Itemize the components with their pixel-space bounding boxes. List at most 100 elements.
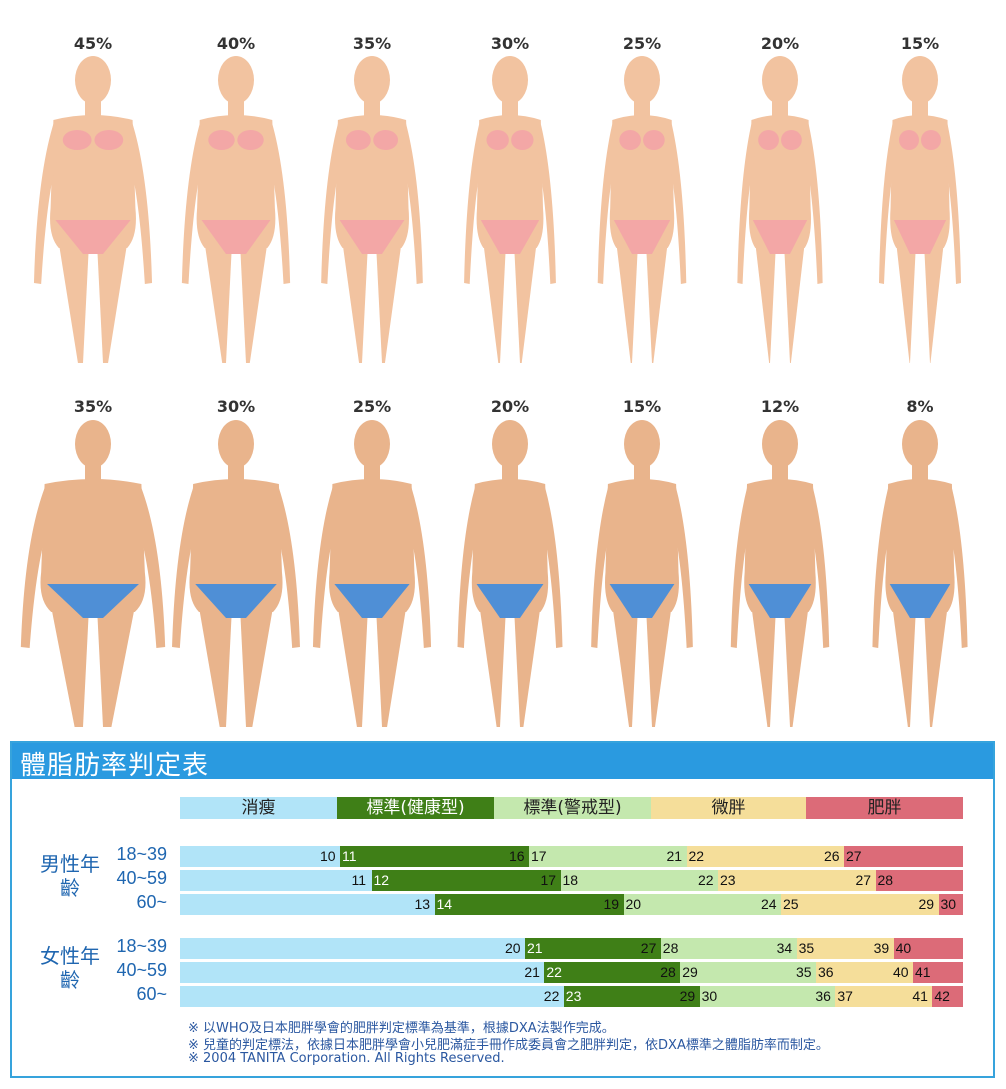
threshold-value: 10 (320, 848, 336, 864)
table-header-bar: 體脂肪率判定表 (12, 743, 993, 781)
range-segment (816, 962, 913, 983)
men_figures-percent-label: 20% (490, 397, 530, 416)
right-leg (97, 243, 128, 363)
category-swatch (337, 797, 494, 819)
garment (339, 220, 405, 254)
threshold-value: 27 (846, 848, 862, 864)
men_figures-percent-label: 30% (216, 397, 256, 416)
threshold-value: 11 (351, 872, 367, 888)
women_figures-figure (597, 56, 687, 363)
figures-canvas (20, 56, 968, 727)
left-arm (737, 124, 757, 284)
garment (195, 584, 277, 618)
head (492, 56, 528, 104)
threshold-value: 27 (855, 872, 872, 888)
left-leg (616, 243, 638, 363)
range-segment (938, 894, 963, 915)
women_figures-percent-label: 15% (900, 34, 940, 53)
left-arm (321, 124, 344, 284)
threshold-value: 40 (893, 964, 909, 980)
left-leg (198, 607, 232, 727)
torso (471, 479, 549, 612)
garment (613, 220, 671, 254)
threshold-value: 22 (546, 964, 562, 980)
range-segment (180, 894, 435, 915)
right-arm (539, 488, 563, 648)
head (902, 420, 938, 468)
head (218, 56, 254, 104)
age-label: 18~39 (116, 936, 167, 956)
category-swatch (180, 797, 337, 819)
left-leg (204, 243, 232, 363)
head (75, 420, 111, 468)
threshold-value: 30 (940, 896, 957, 912)
category-label: 消瘦 (241, 798, 276, 818)
women_figures-percent-label: 30% (490, 34, 530, 53)
left-leg (342, 243, 368, 363)
range-segment (180, 938, 525, 959)
head (492, 420, 528, 468)
women_figures-percent-label: 45% (73, 34, 113, 53)
right-leg (376, 243, 402, 363)
threshold-value: 24 (761, 896, 777, 912)
head (354, 420, 390, 468)
category-label: 標準(健康型) (366, 798, 465, 818)
torso (329, 479, 415, 612)
right-leg (240, 607, 274, 727)
range-segment (686, 846, 844, 867)
right-leg (784, 243, 805, 363)
threshold-value: 17 (540, 872, 557, 888)
men_figures-percent-label: 15% (622, 397, 662, 416)
age-label: 60~ (136, 984, 167, 1004)
right-leg (924, 243, 944, 363)
threshold-value: 18 (562, 872, 579, 888)
left-arm (730, 488, 753, 648)
right-arm (126, 124, 153, 284)
group-label: 男性年齡 (40, 852, 100, 900)
men_figures-figure (591, 420, 693, 727)
top-left (619, 130, 641, 150)
threshold-value: 22 (543, 988, 560, 1004)
left-leg (896, 243, 916, 363)
left-arm (312, 488, 339, 648)
top-right (94, 130, 124, 150)
left-leg (612, 607, 638, 727)
women_figures-percent-label: 20% (760, 34, 800, 53)
men_figures-figure (172, 420, 300, 727)
women_figures-figure (33, 56, 153, 363)
threshold-value: 14 (436, 896, 453, 912)
top-left (62, 130, 92, 150)
left-arm (181, 124, 206, 284)
threshold-value: 36 (818, 964, 834, 980)
footnote: ※ 2004 TANITA Corporation. All Rights Re… (188, 1051, 505, 1066)
men_figures-figure (872, 420, 968, 727)
category-label: 肥胖 (867, 798, 902, 818)
women_figures-figure (181, 56, 291, 363)
right-arm (133, 488, 166, 648)
threshold-value: 13 (414, 896, 431, 912)
men_figures-percent-label: 8% (906, 397, 934, 416)
right-leg (514, 607, 541, 727)
women_figures-percent-label: 25% (622, 34, 662, 53)
head (762, 56, 798, 104)
threshold-value: 30 (701, 988, 718, 1004)
threshold-value: 28 (660, 964, 676, 980)
right-arm (535, 124, 556, 284)
range-segment (544, 962, 681, 983)
right-arm (405, 488, 432, 648)
right-arm (670, 488, 693, 648)
men_figures-percent-label: 12% (760, 397, 800, 416)
threshold-value: 16 (509, 848, 525, 864)
torso (189, 479, 283, 612)
women_figures-figure (737, 56, 823, 363)
top-left (899, 130, 919, 150)
top-right (643, 130, 665, 150)
top-right (781, 130, 802, 150)
men_figures-figure (730, 420, 830, 727)
right-leg (240, 243, 268, 363)
left-arm (457, 488, 481, 648)
women_figures-figure (879, 56, 961, 363)
range-segment (893, 938, 963, 959)
right-leg (646, 607, 672, 727)
left-leg (483, 243, 506, 363)
